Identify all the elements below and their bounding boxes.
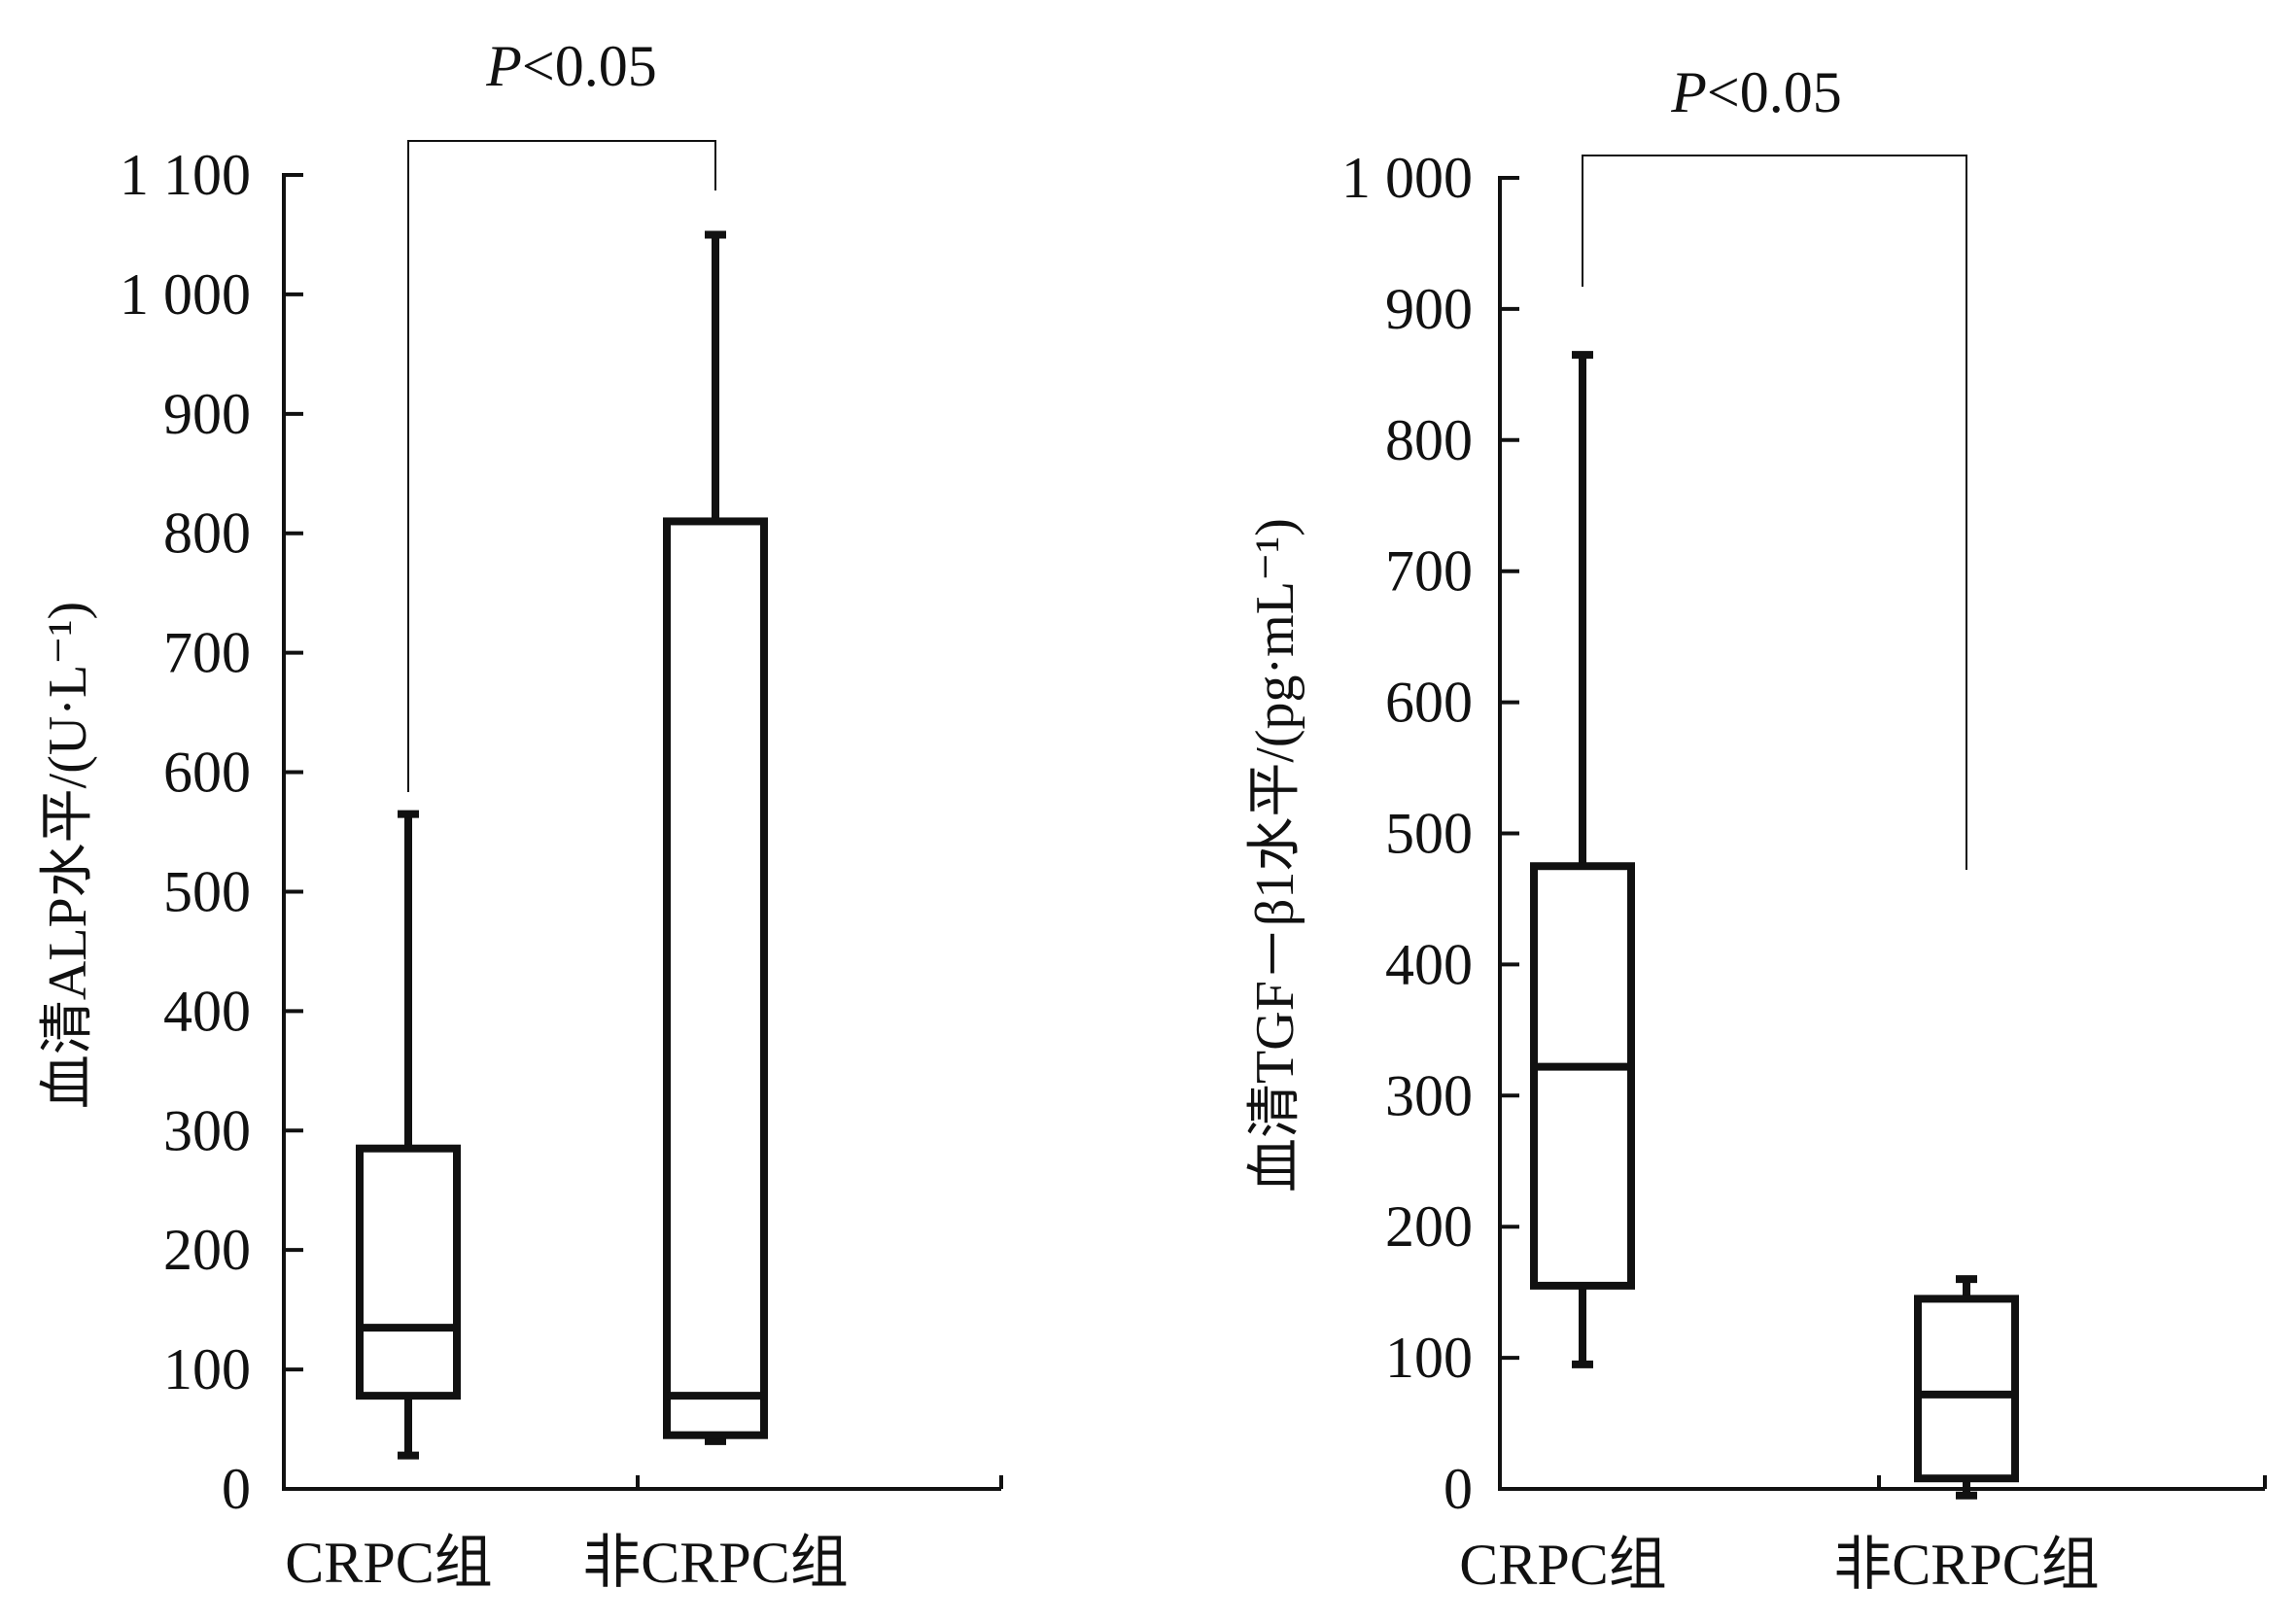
y-axis-title: 血清ALP水平/(U·L⁻¹) bbox=[38, 602, 98, 1109]
y-tick-label: 400 bbox=[1385, 932, 1473, 996]
iqr-box bbox=[663, 517, 768, 1439]
significance-bracket bbox=[407, 140, 716, 792]
box-non-crpc bbox=[1914, 1275, 2019, 1500]
y-tick-label: 800 bbox=[1385, 408, 1473, 472]
y-tick-label: 700 bbox=[163, 621, 251, 685]
y-tick-label: 900 bbox=[163, 382, 251, 446]
y-axis-title: 血清TGF－β1水平/(pg·mL⁻¹) bbox=[1245, 518, 1305, 1192]
box-crpc bbox=[1530, 351, 1635, 1368]
y-tick-label: 600 bbox=[1385, 671, 1473, 735]
iqr-box bbox=[356, 1144, 461, 1400]
alp-panel: 0 100 200 300 400 500 600 700 800 900 1 000 1 100 血清… bbox=[38, 34, 1003, 1595]
y-tick-label: 0 bbox=[1444, 1457, 1473, 1521]
y-tick-label: 500 bbox=[1385, 802, 1473, 866]
y-tick-label: 200 bbox=[163, 1218, 251, 1282]
tgf-panel: 0 100 200 300 400 500 600 700 800 900 1 000 血清TGF－β… bbox=[1245, 60, 2267, 1597]
category-label: 非CRPC组 bbox=[582, 1531, 848, 1595]
significance-label: P<0.05 bbox=[1670, 60, 1842, 124]
y-tick-label: 100 bbox=[1385, 1326, 1473, 1390]
category-label: 非CRPC组 bbox=[1833, 1533, 2099, 1597]
y-tick-label: 0 bbox=[222, 1457, 251, 1521]
y-tick-label: 1 000 bbox=[120, 262, 251, 327]
iqr-box bbox=[1530, 862, 1635, 1290]
y-tick-label: 700 bbox=[1385, 539, 1473, 604]
box-non-crpc bbox=[663, 230, 768, 1445]
category-label: CRPC组 bbox=[1459, 1533, 1666, 1597]
y-tick-label: 1 000 bbox=[1341, 146, 1473, 210]
y-tick-label: 900 bbox=[1385, 277, 1473, 341]
y-tick-label: 300 bbox=[163, 1098, 251, 1162]
box-crpc bbox=[356, 810, 461, 1460]
category-label: CRPC组 bbox=[285, 1531, 492, 1595]
y-tick-label: 200 bbox=[1385, 1194, 1473, 1259]
y-tick-label: 1 100 bbox=[120, 143, 251, 207]
significance-bracket bbox=[1582, 155, 1967, 870]
y-tick-label: 300 bbox=[1385, 1063, 1473, 1127]
y-tick-label: 400 bbox=[163, 979, 251, 1043]
y-tick-label: 800 bbox=[163, 501, 251, 566]
significance-label: P<0.05 bbox=[485, 34, 657, 98]
y-tick-label: 100 bbox=[163, 1337, 251, 1401]
y-tick-label: 500 bbox=[163, 859, 251, 923]
iqr-box bbox=[1914, 1295, 2019, 1483]
y-tick-label: 600 bbox=[163, 741, 251, 805]
